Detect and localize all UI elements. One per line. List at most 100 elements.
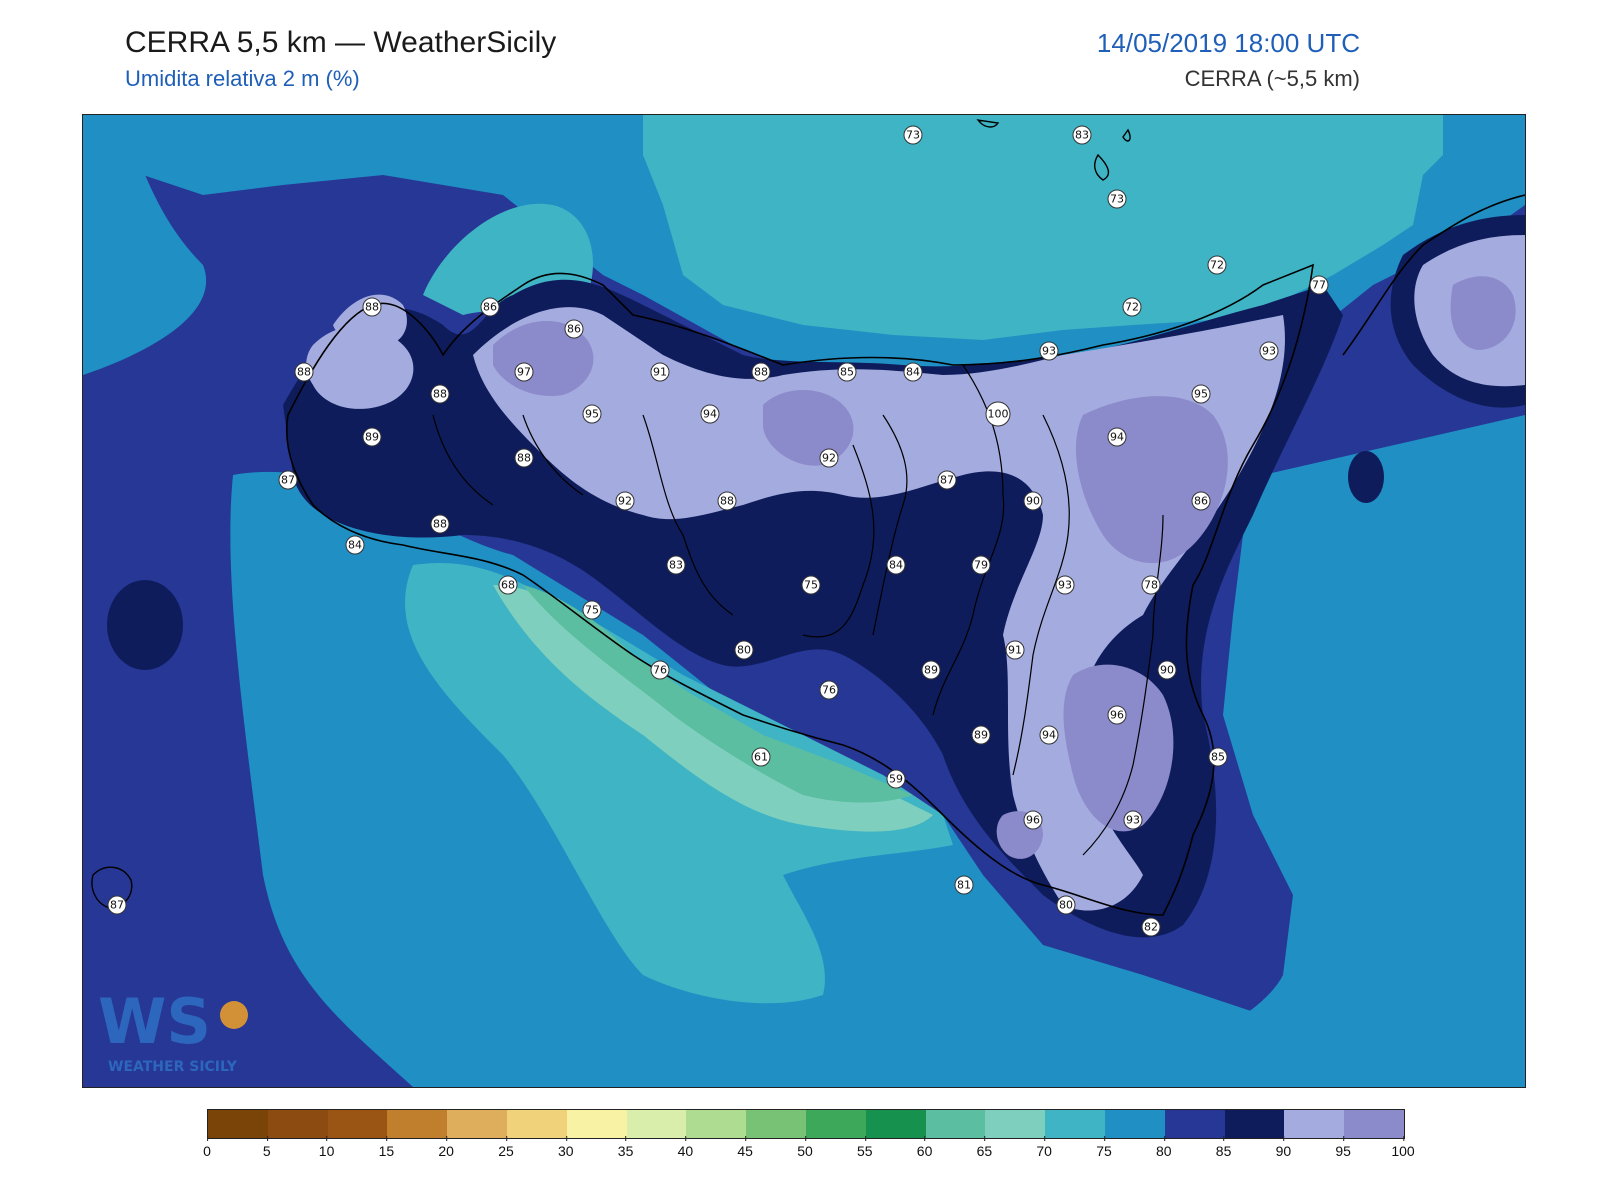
station-circle <box>430 384 450 404</box>
model-label: CERRA (~5,5 km) <box>1184 66 1360 91</box>
colorbar-tick-label: 95 <box>1335 1136 1351 1159</box>
station-circle <box>1039 725 1059 745</box>
station-value: 93 <box>1262 345 1276 358</box>
station-circle <box>294 362 314 382</box>
colorbar-tick-label: 75 <box>1096 1136 1112 1159</box>
station-marker: 91 <box>650 362 670 382</box>
humidity-map: 73 83 73 72 77 72 88 86 86 93 93 88 97 91 88 85 84 88 95 94… <box>82 114 1526 1088</box>
station-circle <box>1208 747 1228 767</box>
station-marker: 85 <box>1208 747 1228 767</box>
station-value: 88 <box>365 301 379 314</box>
station-circle <box>1023 810 1043 830</box>
colorbar-tick-label: 10 <box>319 1136 334 1159</box>
station-circle <box>564 319 584 339</box>
colorbar-segment <box>805 1110 866 1138</box>
station-marker: 73 <box>1107 189 1127 209</box>
station-value: 76 <box>822 684 836 697</box>
station-circle <box>1141 575 1161 595</box>
station-circle <box>430 514 450 534</box>
colorbar-segment <box>566 1110 627 1138</box>
station-circle <box>985 401 1011 427</box>
colorbar-segment <box>1224 1110 1285 1138</box>
station-circle <box>1191 384 1211 404</box>
station-value: 88 <box>433 518 447 531</box>
colorbar-tick-label: 40 <box>678 1136 693 1159</box>
station-value: 95 <box>585 408 599 421</box>
station-marker: 61 <box>751 747 771 767</box>
station-marker: 83 <box>666 555 686 575</box>
station-value: 86 <box>567 323 581 336</box>
station-circle <box>1157 660 1177 680</box>
station-marker: 72 <box>1207 255 1227 275</box>
station-circle <box>582 600 602 620</box>
station-marker: 88 <box>514 448 534 468</box>
logo-initials: WS <box>98 985 211 1058</box>
station-circle <box>1107 705 1127 725</box>
weathersicily-logo: WS WEATHER SICILY <box>98 985 258 1075</box>
station-circle <box>700 404 720 424</box>
station-marker: 85 <box>837 362 857 382</box>
colorbar-tick-label: 60 <box>917 1136 932 1159</box>
station-circle <box>1309 275 1329 295</box>
colorbar-segment <box>447 1110 507 1138</box>
station-marker: 59 <box>886 769 906 789</box>
station-value: 88 <box>754 366 768 379</box>
colorbar-tick-label: 90 <box>1276 1136 1291 1159</box>
station-circle <box>801 575 821 595</box>
rh-band-60-65-south <box>523 585 913 803</box>
colorbar-tick-label: 70 <box>1036 1136 1052 1159</box>
station-value: 85 <box>840 366 854 379</box>
colorbar-tick-label: 5 <box>263 1136 271 1159</box>
colorbar-segment <box>865 1110 926 1138</box>
colorbar-tick-label: 30 <box>558 1136 574 1159</box>
station-marker: 91 <box>1005 640 1025 660</box>
station-circle <box>650 660 670 680</box>
colorbar-tick-label: 0 <box>203 1136 211 1159</box>
station-value: 88 <box>433 388 447 401</box>
colorbar-segment <box>267 1110 328 1138</box>
colorbar-segment <box>1344 1110 1404 1138</box>
station-value: 89 <box>365 431 379 444</box>
station-circle <box>921 660 941 680</box>
aeolian-islands <box>976 119 1131 181</box>
station-marker: 88 <box>717 491 737 511</box>
station-value: 93 <box>1058 579 1072 592</box>
station-value: 89 <box>974 729 988 742</box>
station-marker: 96 <box>1023 810 1043 830</box>
station-value: 94 <box>1110 431 1124 444</box>
rh-band-95-100-east <box>1450 276 1516 350</box>
station-value: 84 <box>889 559 903 572</box>
valid-datetime: 14/05/2019 18:00 UTC <box>1096 28 1360 58</box>
station-circle <box>1259 341 1279 361</box>
station-value: 81 <box>957 879 971 892</box>
station-value: 87 <box>110 899 124 912</box>
station-value: 80 <box>1059 899 1073 912</box>
station-marker: 75 <box>582 600 602 620</box>
colorbar-tick-label: 85 <box>1216 1136 1231 1159</box>
station-value: 96 <box>1026 814 1040 827</box>
colorbar-ticks: 0 5 10 15 20 25 30 35 40 45 50 55 60 65 70 75 80 85 90 95 10… <box>203 1136 1415 1160</box>
province-borders <box>432 364 1164 856</box>
station-circle <box>1072 125 1092 145</box>
station-circle <box>1039 341 1059 361</box>
station-circle <box>615 491 635 511</box>
colorbar-tick-label: 55 <box>857 1136 873 1159</box>
station-marker: 95 <box>1191 384 1211 404</box>
station-circle <box>1056 895 1076 915</box>
station-marker: 83 <box>1072 125 1092 145</box>
station-marker: 94 <box>1107 427 1127 447</box>
map-subtitle: Umidita relativa 2 m (%) <box>125 66 360 91</box>
station-circle <box>666 555 686 575</box>
station-marker: 88 <box>430 514 450 534</box>
station-circle <box>1141 917 1161 937</box>
colorbar-tick-label: 65 <box>977 1136 992 1159</box>
station-marker: 89 <box>921 660 941 680</box>
station-value: 73 <box>1110 193 1124 206</box>
colorbar-tick-label: 20 <box>438 1136 454 1159</box>
station-circle <box>954 875 974 895</box>
station-circle <box>1055 575 1075 595</box>
station-circle <box>751 747 771 767</box>
station-circle <box>1107 189 1127 209</box>
station-value: 93 <box>1042 345 1056 358</box>
station-marker: 78 <box>1141 575 1161 595</box>
